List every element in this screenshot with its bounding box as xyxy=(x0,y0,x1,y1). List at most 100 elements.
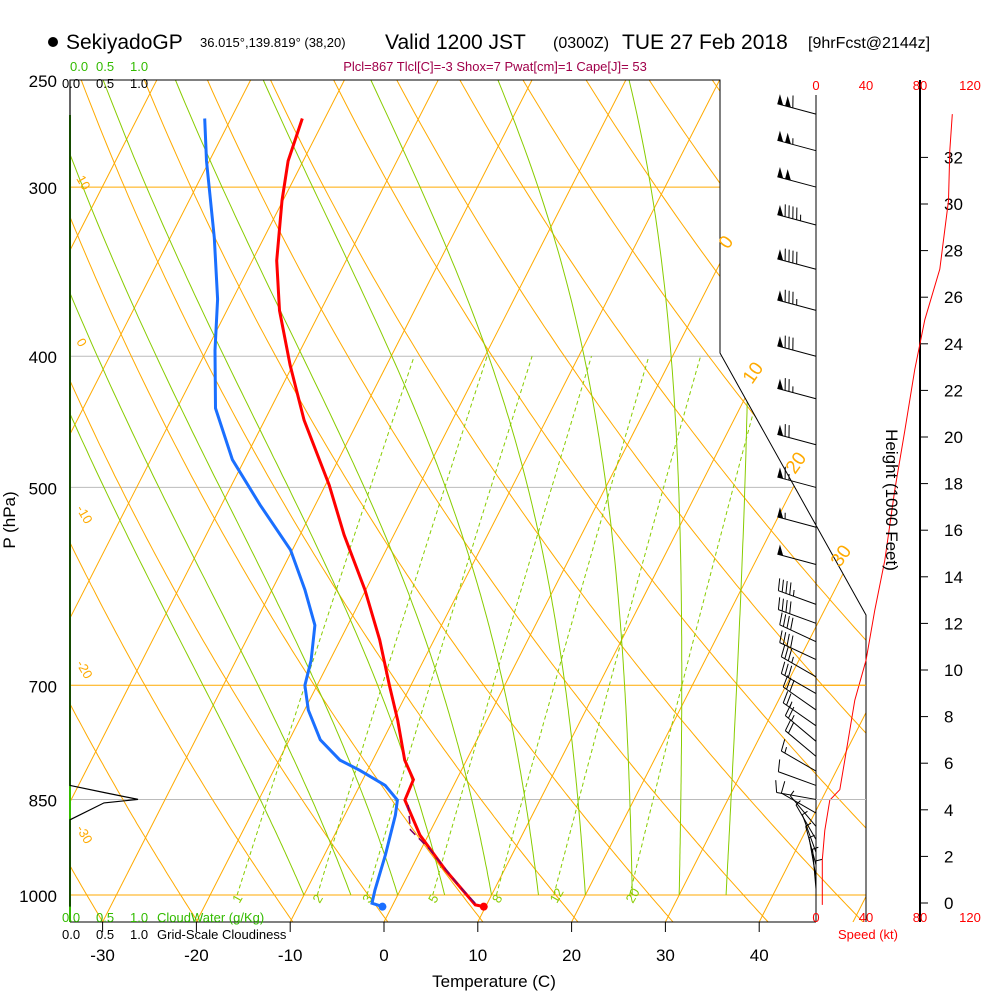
parcel-line xyxy=(407,804,476,904)
height-tick-label: 8 xyxy=(944,708,953,727)
background-lines xyxy=(70,80,866,922)
moist-adiabat xyxy=(492,80,633,896)
pressure-tick-label: 300 xyxy=(29,179,57,198)
barb-pennant xyxy=(777,544,784,556)
dry-adiabat xyxy=(138,80,680,922)
surface-temperature-dot xyxy=(479,902,488,911)
dry-adiabat xyxy=(327,80,866,922)
barb-flag xyxy=(779,630,783,643)
speed-tick-bottom: 40 xyxy=(859,910,873,925)
height-tick-label: 6 xyxy=(944,754,953,773)
barb-flag xyxy=(786,633,790,647)
barb-staff xyxy=(779,624,817,643)
cloudiness-tick-top: 0.0 xyxy=(62,76,80,91)
dry-adiabat xyxy=(829,80,866,922)
dry-adiabat xyxy=(515,80,866,922)
height-tick-label: 24 xyxy=(944,335,963,354)
isotherm-line xyxy=(755,80,866,922)
barb-flag xyxy=(784,663,789,676)
barb-half-flag xyxy=(795,800,801,806)
stability-indices: Plcl=867 Tlcl[C]=-3 Shox=7 Pwat[cm]=1 Ca… xyxy=(343,59,647,74)
barb-staff xyxy=(777,139,817,152)
barb-staff xyxy=(778,771,817,786)
isotherm-label: 20 xyxy=(782,449,811,478)
moist-adiabat xyxy=(364,80,586,896)
speed-tick-bottom: 120 xyxy=(959,910,981,925)
wind-barb xyxy=(801,810,817,853)
isotherm-line xyxy=(661,80,866,922)
barb-half-flag xyxy=(805,822,812,827)
isotherm-line xyxy=(567,80,866,922)
barb-flag xyxy=(775,780,778,793)
cloudiness-tick-bottom: 0.0 xyxy=(62,927,80,942)
speed-tick-top: 80 xyxy=(913,78,927,93)
wind-barb xyxy=(779,630,817,660)
isotherm-line xyxy=(70,80,445,922)
wind-barb xyxy=(777,544,817,565)
wind-speed-line xyxy=(821,114,953,905)
dry-adiabat xyxy=(452,80,866,922)
barb-staff xyxy=(777,103,817,115)
temperature-line xyxy=(275,118,485,909)
temperature-tick-label: -10 xyxy=(278,946,303,965)
barb-pennant xyxy=(777,94,784,106)
speed-tick-top: 40 xyxy=(859,78,873,93)
dry-adiabat xyxy=(201,80,776,922)
barb-pennant xyxy=(785,96,791,108)
dry-adiabat xyxy=(70,80,204,922)
temperature-tick-label: 20 xyxy=(562,946,581,965)
surface-dewpoint-dot xyxy=(378,902,387,911)
cloudiness-tick-bottom: 1.0 xyxy=(130,927,148,942)
barb-flag xyxy=(790,635,794,648)
barb-flag xyxy=(777,759,781,772)
barb-flag xyxy=(777,597,781,610)
barb-staff xyxy=(777,299,817,311)
wind-barb xyxy=(777,578,817,605)
wind-barb xyxy=(777,335,817,357)
barb-flag xyxy=(782,691,789,704)
moist-adiabat xyxy=(625,80,683,895)
barb-flag xyxy=(782,675,789,688)
pressure-tick-label: 1000 xyxy=(19,887,57,906)
dry-adiabat xyxy=(70,80,490,922)
pressure-tick-label: 250 xyxy=(29,72,57,91)
barb-staff xyxy=(777,553,817,565)
barb-flag xyxy=(784,719,792,731)
temperature-tick-label: 10 xyxy=(468,946,487,965)
cloudwater-tick-top: 1.0 xyxy=(130,59,148,74)
barb-pennant xyxy=(777,167,784,179)
valid-time: Valid 1200 JST xyxy=(385,31,526,54)
isotherm-line xyxy=(192,80,633,922)
barb-flag xyxy=(784,704,792,716)
cloudiness-tick-bottom: 0.5 xyxy=(96,927,114,942)
wind-barb xyxy=(777,424,817,446)
wind-barb xyxy=(780,781,817,814)
mixing-ratio-label: 12 xyxy=(546,885,566,905)
wind-barb xyxy=(777,597,817,624)
isotherm-label: 0 xyxy=(715,232,738,253)
pressure-tick-label: 850 xyxy=(29,791,57,810)
moist-adiabat xyxy=(257,80,539,896)
wind-barb xyxy=(777,466,817,488)
barb-flag xyxy=(781,579,784,593)
barb-pennant xyxy=(785,169,791,181)
wind-barb xyxy=(780,739,817,772)
wind-barb xyxy=(777,204,817,226)
dry-adiabat-label: 10 xyxy=(73,173,93,193)
speed-tick-top: 0 xyxy=(812,78,819,93)
wind-speed-panel xyxy=(816,114,953,905)
wind-barb xyxy=(784,719,817,757)
temperature-tick-label: 40 xyxy=(750,946,769,965)
cloudiness-tick-top: 1.0 xyxy=(130,76,148,91)
mixing-ratio-line xyxy=(553,356,702,896)
barb-flag xyxy=(786,677,792,690)
isotherm-line xyxy=(70,80,351,922)
valid-date: TUE 27 Feb 2018 xyxy=(622,31,788,54)
barb-flag xyxy=(786,615,790,629)
barb-half-flag xyxy=(792,589,795,597)
isotherm-line xyxy=(379,80,820,922)
wind-barb xyxy=(812,846,819,890)
barb-flag xyxy=(787,648,793,661)
moist-adiabat xyxy=(725,80,749,896)
barb-flag xyxy=(785,600,788,613)
